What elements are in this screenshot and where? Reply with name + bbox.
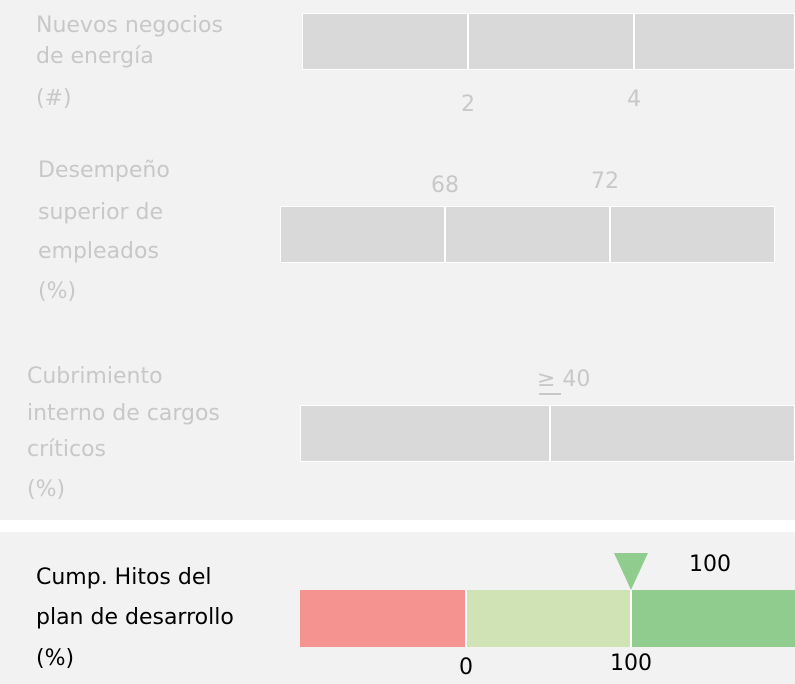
- bar: [280, 206, 775, 263]
- bar: [302, 13, 795, 70]
- row-label: Cump. Hitos del: [36, 565, 212, 590]
- row-label: (%): [36, 646, 75, 671]
- threshold-label: 100: [610, 651, 652, 676]
- divider: [465, 590, 467, 647]
- bar: [300, 405, 795, 462]
- row-label: (#): [36, 86, 72, 111]
- threshold-label: 2: [461, 92, 475, 117]
- threshold-label: 4: [627, 87, 641, 112]
- threshold-label: 72: [591, 169, 619, 194]
- divider: [633, 13, 635, 70]
- divider: [467, 13, 469, 70]
- divider: [609, 206, 611, 263]
- row-label: plan de desarrollo: [36, 605, 234, 630]
- divider: [630, 590, 632, 647]
- segment-red: [300, 590, 466, 647]
- row-label: superior de: [38, 200, 164, 225]
- divider: [444, 206, 446, 263]
- marker-label: 100: [689, 552, 731, 577]
- row-label: (%): [38, 279, 77, 304]
- divider: [549, 405, 551, 462]
- row-label: Cubrimiento: [27, 364, 163, 389]
- threshold-label: 0: [459, 655, 473, 680]
- row-label: de energía: [36, 44, 154, 69]
- underline: [539, 393, 561, 395]
- threshold-label: ≥ 40: [537, 367, 591, 392]
- marker: [614, 553, 648, 590]
- threshold-label: 68: [431, 173, 459, 198]
- row-label: (%): [27, 477, 66, 502]
- row-label: interno de cargos: [27, 401, 220, 426]
- row-label: Desempeño: [38, 158, 170, 183]
- segment-light-green: [466, 590, 631, 647]
- row-label: Nuevos negocios: [36, 13, 223, 38]
- segment-green: [631, 590, 795, 647]
- row-label: críticos: [27, 437, 107, 462]
- row-label: empleados: [38, 239, 159, 264]
